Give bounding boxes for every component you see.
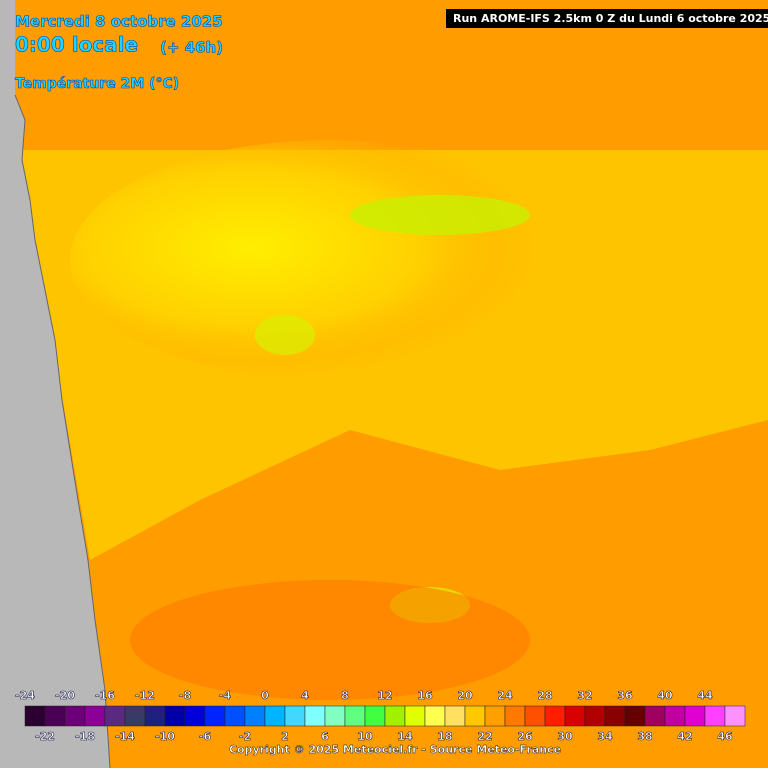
colorbar-label: -16 [95,689,115,702]
colorbar-label: 22 [477,730,492,743]
colorbar-label: 6 [321,730,329,743]
colorbar-label: -10 [155,730,175,743]
cold-spot [350,195,530,235]
colorbar-label: -22 [35,730,55,743]
colorbar-cell [564,705,586,727]
colorbar-label: 28 [537,689,552,702]
colorbar-label: -8 [179,689,191,702]
cold-spot [255,315,315,355]
variable: Température 2M (°C) [15,76,179,92]
run-box [446,9,768,28]
colorbar-cell [104,705,126,727]
cool-core [70,140,590,380]
colorbar-label: -12 [135,689,155,702]
colorbar-label: 14 [397,730,413,743]
colorbar-label: -18 [75,730,95,743]
colorbar-label: 20 [457,689,473,702]
colorbar-label: 30 [557,730,573,743]
colorbar-cell [144,705,166,727]
colorbar-cell [244,705,266,727]
colorbar-cell [524,705,546,727]
colorbar-cell [604,705,626,727]
colorbar-cell [64,705,86,727]
colorbar-cell [684,705,706,727]
colorbar-label: 4 [301,689,309,702]
colorbar-cell [324,705,346,727]
colorbar-label: -2 [239,730,251,743]
colorbar-cell [204,705,226,727]
colorbar-cell [84,705,106,727]
colorbar-label: 46 [717,730,733,743]
colorbar-cell [164,705,186,727]
warm-zone [130,580,530,700]
colorbar-cell [424,705,446,727]
colorbar-cell [364,705,386,727]
colorbar-label: 0 [261,689,269,702]
colorbar-label: -6 [199,730,212,743]
colorbar-label: -24 [15,689,35,702]
colorbar-label: 10 [357,730,373,743]
colorbar-cell [584,705,606,727]
colorbar-cell [464,705,486,727]
colorbar-label: -20 [55,689,75,702]
colorbar-label: 40 [657,689,673,702]
colorbar-label: 18 [437,730,452,743]
colorbar-label: 38 [637,730,652,743]
colorbar-label: -14 [115,730,135,743]
colorbar-cell [704,705,726,727]
colorbar-label: 8 [341,689,349,702]
colorbar-cell [224,705,246,727]
colorbar-cell [184,705,206,727]
colorbar-cell [544,705,566,727]
colorbar-label: 24 [497,689,513,702]
colorbar: -24 -20 -16 -12 -8 -4 0 4 8 12 16 20 24 28 32 36 40 44-22… [15,689,746,743]
colorbar-cell [724,705,746,727]
colorbar-cell [644,705,666,727]
colorbar-label: 42 [677,730,692,743]
run-info: Run AROME-IFS 2.5km 0 Z du Lundi 6 octob… [453,12,768,25]
colorbar-label: 26 [517,730,533,743]
lead-time: (+ 46h) [160,39,223,57]
colorbar-label: 12 [377,689,392,702]
colorbar-cell [484,705,506,727]
colorbar-cell [384,705,406,727]
copyright: Copyright © 2025 Meteociel.fr - Source M… [229,743,561,756]
colorbar-cell [344,705,366,727]
colorbar-cell [44,705,66,727]
colorbar-cell [24,705,46,727]
colorbar-cell [304,705,326,727]
colorbar-label: -4 [219,689,232,702]
coastline [14,94,111,769]
colorbar-cell [124,705,146,727]
local-time: 0:00 locale [15,33,138,57]
colorbar-cell [504,705,526,727]
colorbar-cell [284,705,306,727]
colorbar-cell [264,705,286,727]
colorbar-cell [664,705,686,727]
colorbar-cell [404,705,426,727]
colorbar-label: 32 [577,689,592,702]
date: Mercredi 8 octobre 2025 [15,13,223,31]
colorbar-cell [444,705,466,727]
colorbar-cell [624,705,646,727]
colorbar-label: 44 [697,689,713,702]
colorbar-label: 34 [597,730,613,743]
colorbar-label: 16 [417,689,433,702]
sea-land-mask [0,0,110,768]
colorbar-label: 36 [617,689,633,702]
colorbar-label: 2 [281,730,289,743]
